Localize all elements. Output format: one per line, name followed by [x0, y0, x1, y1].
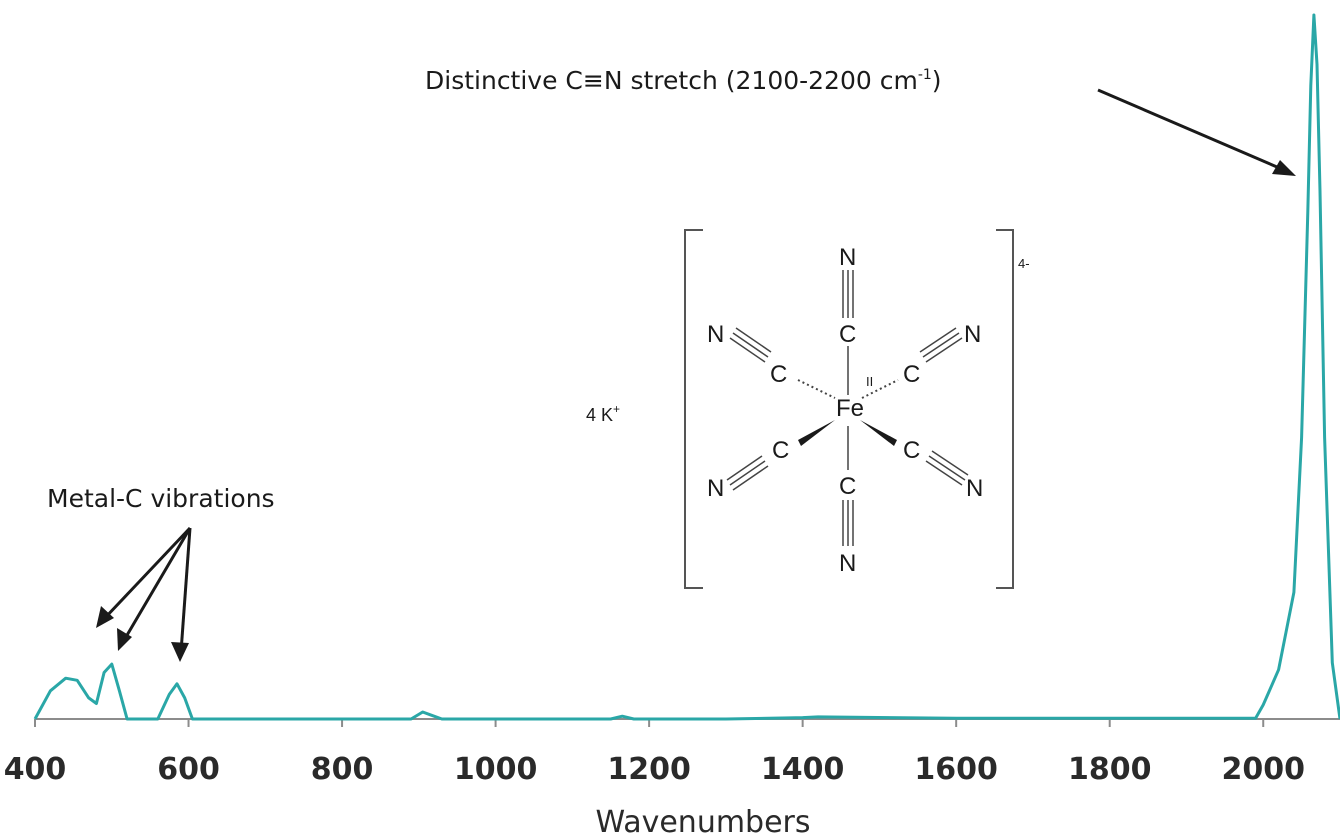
x-tick-label: 2000	[1221, 752, 1305, 787]
metal-c-annotation: Metal-C vibrations	[47, 484, 275, 513]
c-atom-upper-right: C	[903, 361, 920, 388]
right-bracket	[996, 229, 1014, 589]
c-atom-top: C	[839, 321, 856, 348]
n-atom-top: N	[839, 244, 856, 271]
cn-stretch-arrow	[1097, 88, 1296, 176]
counter-ion-label: 4 K+	[586, 402, 620, 425]
metal-c-arrows	[96, 526, 192, 662]
left-bracket	[684, 229, 703, 589]
x-tick-label: 600	[157, 752, 220, 787]
charge-label: 4-	[1018, 256, 1030, 271]
fe-atom: Fe	[836, 395, 864, 422]
ferrocyanide-structure: 4 K+ 4- Fe II N C C N N C C N	[586, 229, 1030, 589]
n-atom-upper-left: N	[707, 321, 724, 348]
cn-stretch-annotation: Distinctive C≡N stretch (2100-2200 cm-1)	[425, 66, 942, 95]
n-atom-lower-left: N	[707, 475, 724, 502]
x-tick-label: 800	[311, 752, 374, 787]
x-tick-label: 1400	[761, 752, 845, 787]
c-atom-lower-left: C	[772, 437, 789, 464]
c-atom-lower-right: C	[903, 437, 920, 464]
c-atom-upper-left: C	[770, 361, 787, 388]
n-atom-bottom: N	[839, 550, 856, 577]
c-atom-bottom: C	[839, 473, 856, 500]
spectrum-line	[33, 13, 1340, 721]
n-atom-upper-right: N	[964, 321, 981, 348]
x-tick-label: 1600	[914, 752, 998, 787]
x-tick-label: 400	[4, 752, 67, 787]
x-tick-label: 1200	[607, 752, 691, 787]
x-tick-label: 1800	[1068, 752, 1152, 787]
n-atom-lower-right: N	[966, 475, 983, 502]
x-axis-title: Wavenumbers	[595, 805, 810, 838]
x-axis-tick-labels: 400 600 800 1000 1200 1400 1600 1800 2000	[4, 752, 1305, 787]
x-tick-label: 1000	[454, 752, 538, 787]
oxidation-state: II	[866, 374, 873, 389]
